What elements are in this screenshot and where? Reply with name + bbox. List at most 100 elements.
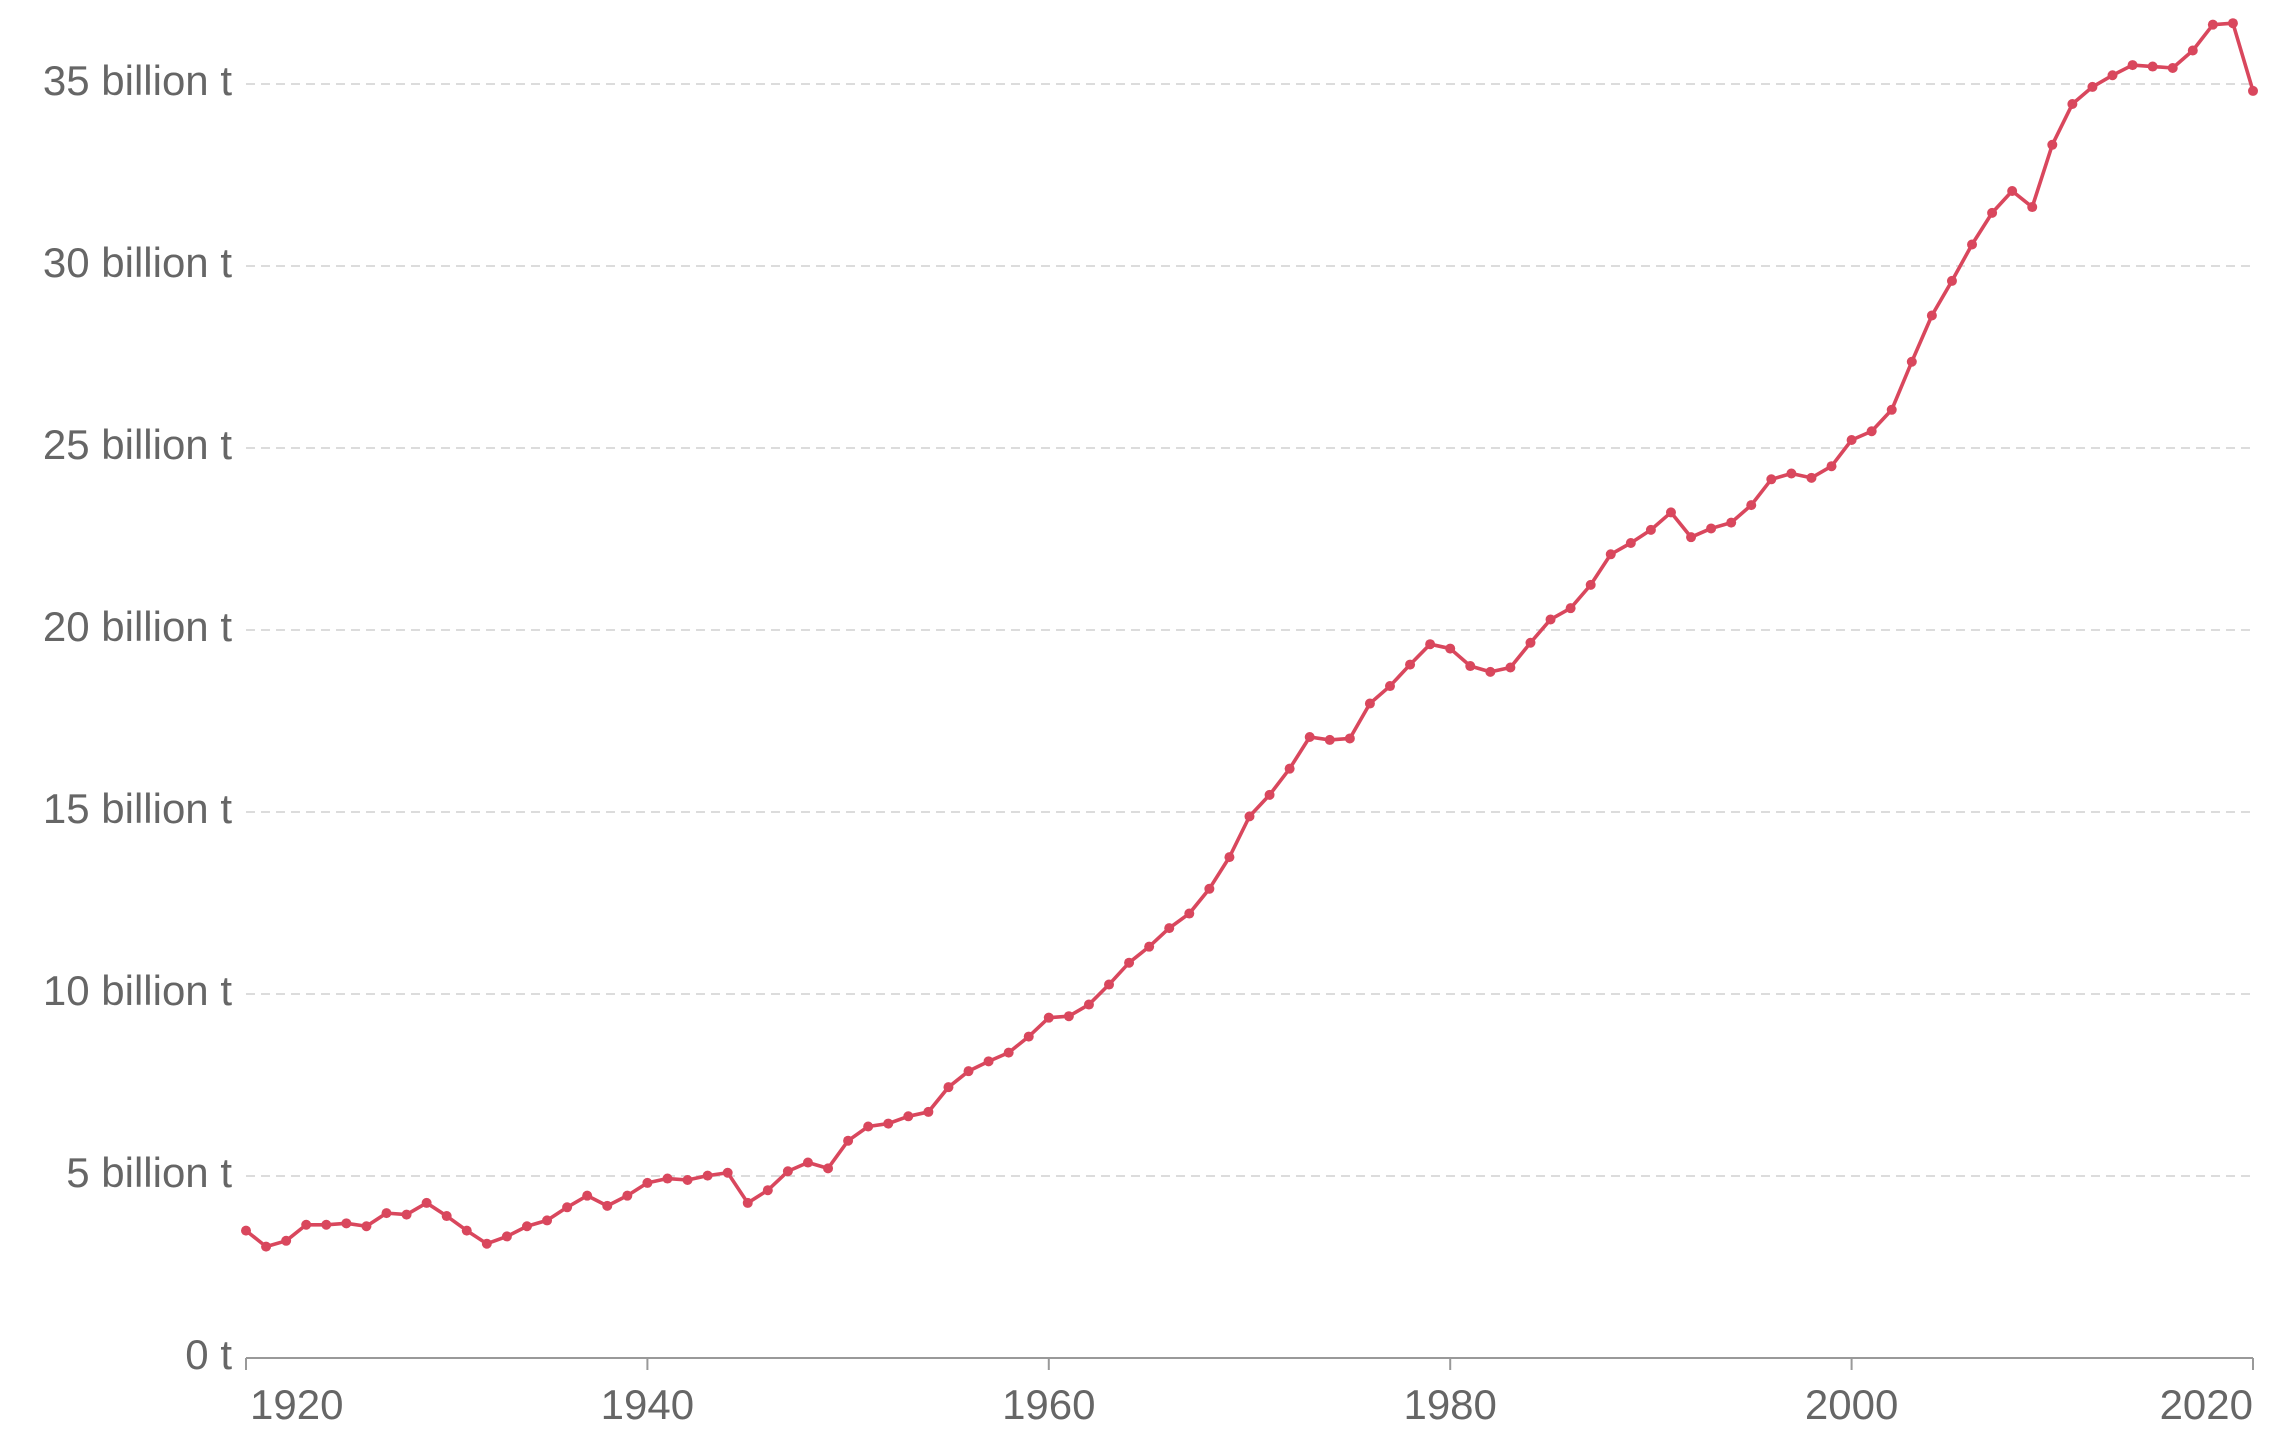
point bbox=[1083, 999, 1094, 1010]
point bbox=[1766, 474, 1777, 485]
point bbox=[1786, 468, 1797, 479]
point bbox=[923, 1106, 934, 1117]
y-tick-label: 0 t bbox=[185, 1331, 232, 1378]
point bbox=[1826, 461, 1837, 472]
point bbox=[1545, 614, 1556, 625]
point bbox=[1465, 661, 1476, 672]
point bbox=[1003, 1047, 1014, 1058]
point bbox=[642, 1177, 653, 1188]
point bbox=[2127, 60, 2138, 71]
point bbox=[1104, 979, 1115, 990]
point bbox=[2248, 85, 2258, 96]
point bbox=[1585, 579, 1596, 590]
point bbox=[582, 1190, 593, 1201]
point bbox=[1324, 734, 1335, 745]
point bbox=[722, 1167, 733, 1178]
point bbox=[2207, 19, 2218, 30]
x-tick-label: 2000 bbox=[1805, 1381, 1898, 1428]
point bbox=[261, 1241, 272, 1252]
point bbox=[742, 1197, 753, 1208]
point bbox=[281, 1235, 292, 1246]
point bbox=[2167, 62, 2178, 73]
point bbox=[2147, 61, 2158, 72]
point bbox=[762, 1185, 773, 1196]
point bbox=[1686, 532, 1697, 543]
point bbox=[843, 1135, 854, 1146]
point bbox=[1625, 538, 1636, 549]
y-tick-label: 35 billion t bbox=[43, 57, 232, 104]
x-tick-label: 1920 bbox=[250, 1381, 343, 1428]
point bbox=[702, 1170, 713, 1181]
point bbox=[1485, 666, 1496, 677]
point bbox=[2187, 45, 2198, 56]
point bbox=[1665, 507, 1676, 518]
point bbox=[1144, 941, 1155, 952]
point bbox=[883, 1118, 894, 1129]
y-tick-label: 25 billion t bbox=[43, 421, 232, 468]
point bbox=[1384, 681, 1395, 692]
point bbox=[2067, 99, 2078, 110]
point bbox=[421, 1197, 432, 1208]
point bbox=[2007, 186, 2018, 197]
point bbox=[963, 1066, 974, 1077]
point bbox=[1565, 603, 1576, 614]
point bbox=[1886, 404, 1897, 415]
point bbox=[1344, 733, 1355, 744]
x-tick-label: 2020 bbox=[2160, 1381, 2253, 1428]
point bbox=[1946, 275, 1957, 286]
point bbox=[481, 1238, 492, 1249]
point bbox=[2047, 139, 2058, 150]
point bbox=[802, 1157, 813, 1168]
point bbox=[1645, 524, 1656, 535]
point bbox=[863, 1121, 874, 1132]
point bbox=[542, 1215, 553, 1226]
point bbox=[1063, 1011, 1074, 1022]
y-tick-label: 15 billion t bbox=[43, 785, 232, 832]
point bbox=[381, 1208, 392, 1219]
point bbox=[1244, 811, 1255, 822]
point bbox=[1264, 789, 1275, 800]
point bbox=[562, 1202, 573, 1213]
point bbox=[1866, 426, 1877, 437]
point bbox=[1364, 698, 1375, 709]
x-tick-label: 1960 bbox=[1002, 1381, 1095, 1428]
point bbox=[1425, 639, 1436, 650]
point bbox=[1405, 659, 1416, 670]
point bbox=[1726, 517, 1737, 528]
point bbox=[2027, 202, 2038, 213]
point bbox=[1746, 500, 1757, 511]
point bbox=[1967, 239, 1978, 250]
x-tick-label: 1980 bbox=[1403, 1381, 1496, 1428]
point bbox=[1124, 957, 1135, 968]
point bbox=[662, 1173, 673, 1184]
line bbox=[244, 21, 2255, 1249]
x-tick-label: 1940 bbox=[601, 1381, 694, 1428]
point bbox=[1706, 523, 1717, 534]
point bbox=[1445, 643, 1456, 654]
point bbox=[1184, 908, 1195, 919]
point bbox=[1505, 662, 1516, 673]
y-tick-label: 5 billion t bbox=[66, 1149, 232, 1196]
point bbox=[401, 1209, 412, 1220]
point bbox=[501, 1231, 512, 1242]
point bbox=[1806, 472, 1817, 483]
point bbox=[943, 1082, 954, 1093]
point bbox=[782, 1166, 793, 1177]
point bbox=[1224, 852, 1235, 863]
point bbox=[1164, 923, 1175, 934]
point bbox=[1204, 883, 1215, 894]
point bbox=[903, 1111, 914, 1122]
point bbox=[241, 1225, 251, 1236]
point bbox=[682, 1175, 693, 1186]
point bbox=[1525, 637, 1536, 648]
point bbox=[622, 1190, 633, 1201]
point bbox=[1284, 763, 1295, 774]
point bbox=[1304, 732, 1315, 743]
point bbox=[1846, 434, 1857, 445]
point bbox=[1023, 1031, 1034, 1042]
point bbox=[602, 1200, 613, 1211]
point bbox=[461, 1225, 472, 1236]
point bbox=[341, 1218, 352, 1229]
